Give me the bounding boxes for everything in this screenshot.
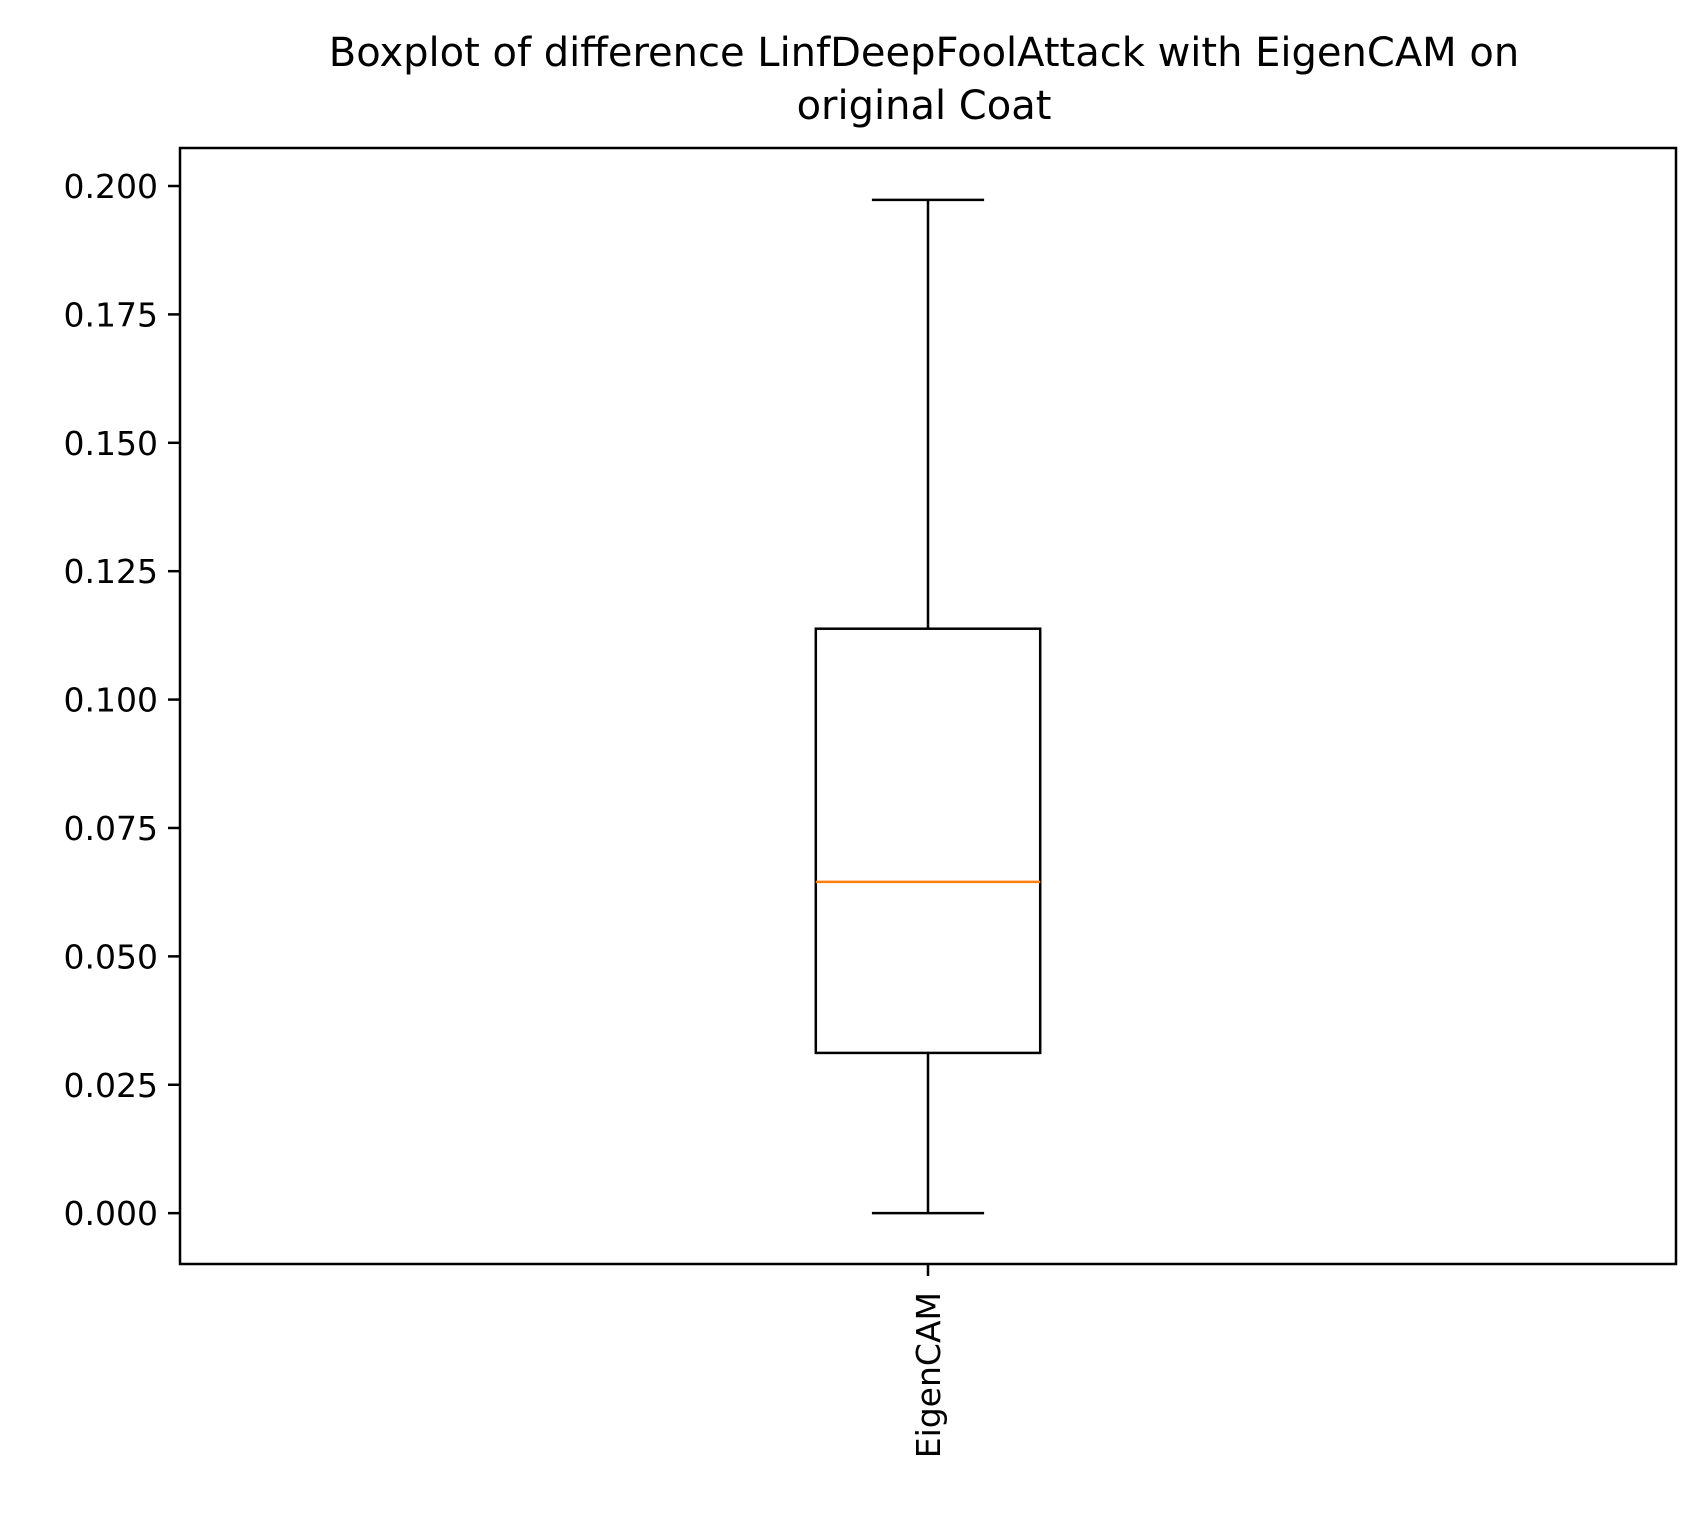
box-group <box>814 198 1042 1215</box>
y-axis: 0.000 0.025 0.050 0.075 0.100 0.125 0.150 0.175… <box>64 167 180 1233</box>
chart-title-line-2: original Coat <box>797 83 1052 129</box>
y-tick-label: 0.200 <box>64 167 158 206</box>
y-tick-label: 0.175 <box>64 295 158 334</box>
plot-frame <box>178 146 1678 1266</box>
chart-title-line-1: Boxplot of difference LinfDeepFoolAttack… <box>329 30 1519 76</box>
plot-marks <box>814 198 1042 1215</box>
x-tick-label: EigenCAM <box>909 1292 948 1458</box>
y-tick-label: 0.075 <box>64 809 158 848</box>
y-tick-label: 0.050 <box>64 937 158 976</box>
y-tick-label: 0.025 <box>64 1066 158 1105</box>
interquartile-box <box>814 627 1042 1055</box>
y-tick-label: 0.000 <box>64 1194 158 1233</box>
y-tick-label: 0.150 <box>64 424 158 463</box>
x-axis: EigenCAM <box>909 1264 948 1458</box>
y-tick-label: 0.100 <box>64 681 158 720</box>
y-tick-label: 0.125 <box>64 552 158 591</box>
chart-title: Boxplot of difference LinfDeepFoolAttack… <box>329 30 1519 129</box>
